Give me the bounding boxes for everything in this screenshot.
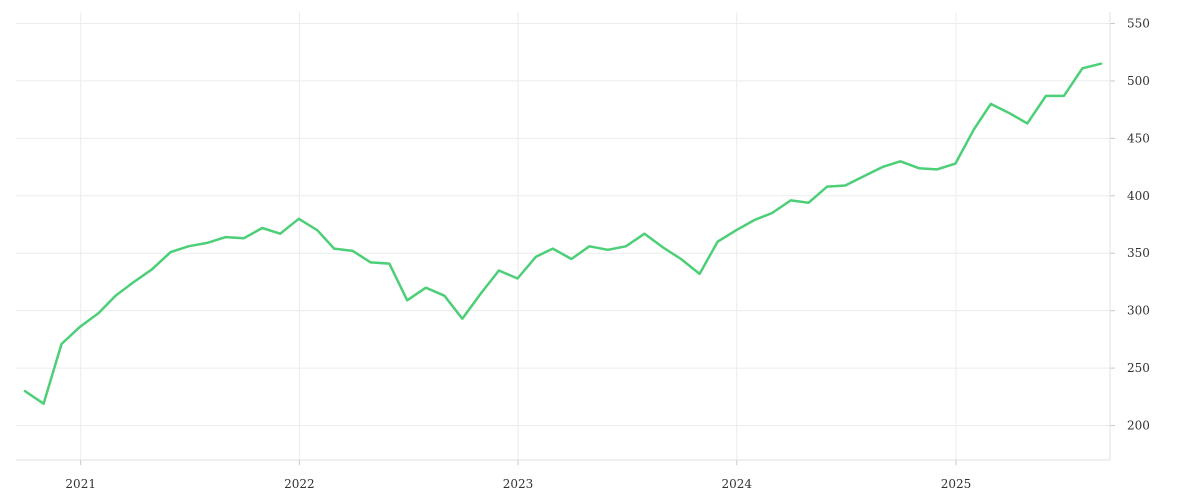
y-tick-label: 250: [1127, 361, 1150, 375]
series: [23, 62, 1103, 405]
y-tick-label: 200: [1127, 419, 1150, 433]
tick-labels: 200 250 300 350 400 450 500 550 2021 2022 2023 2024…: [65, 16, 1149, 491]
series-line: [23, 62, 1103, 405]
y-tick-label: 400: [1127, 189, 1150, 203]
y-tick-label: 500: [1127, 74, 1150, 88]
y-tick-label: 350: [1127, 246, 1150, 260]
x-tick-label: 2025: [941, 477, 972, 491]
y-tick-label: 450: [1127, 131, 1150, 145]
y-tick-label: 550: [1127, 16, 1150, 30]
axes: [16, 12, 1115, 465]
x-tick-label: 2021: [65, 477, 96, 491]
x-tick-label: 2022: [284, 477, 315, 491]
y-tick-label: 300: [1127, 304, 1150, 318]
x-tick-label: 2024: [721, 477, 752, 491]
x-tick-label: 2023: [503, 477, 534, 491]
grid: [16, 12, 1110, 460]
